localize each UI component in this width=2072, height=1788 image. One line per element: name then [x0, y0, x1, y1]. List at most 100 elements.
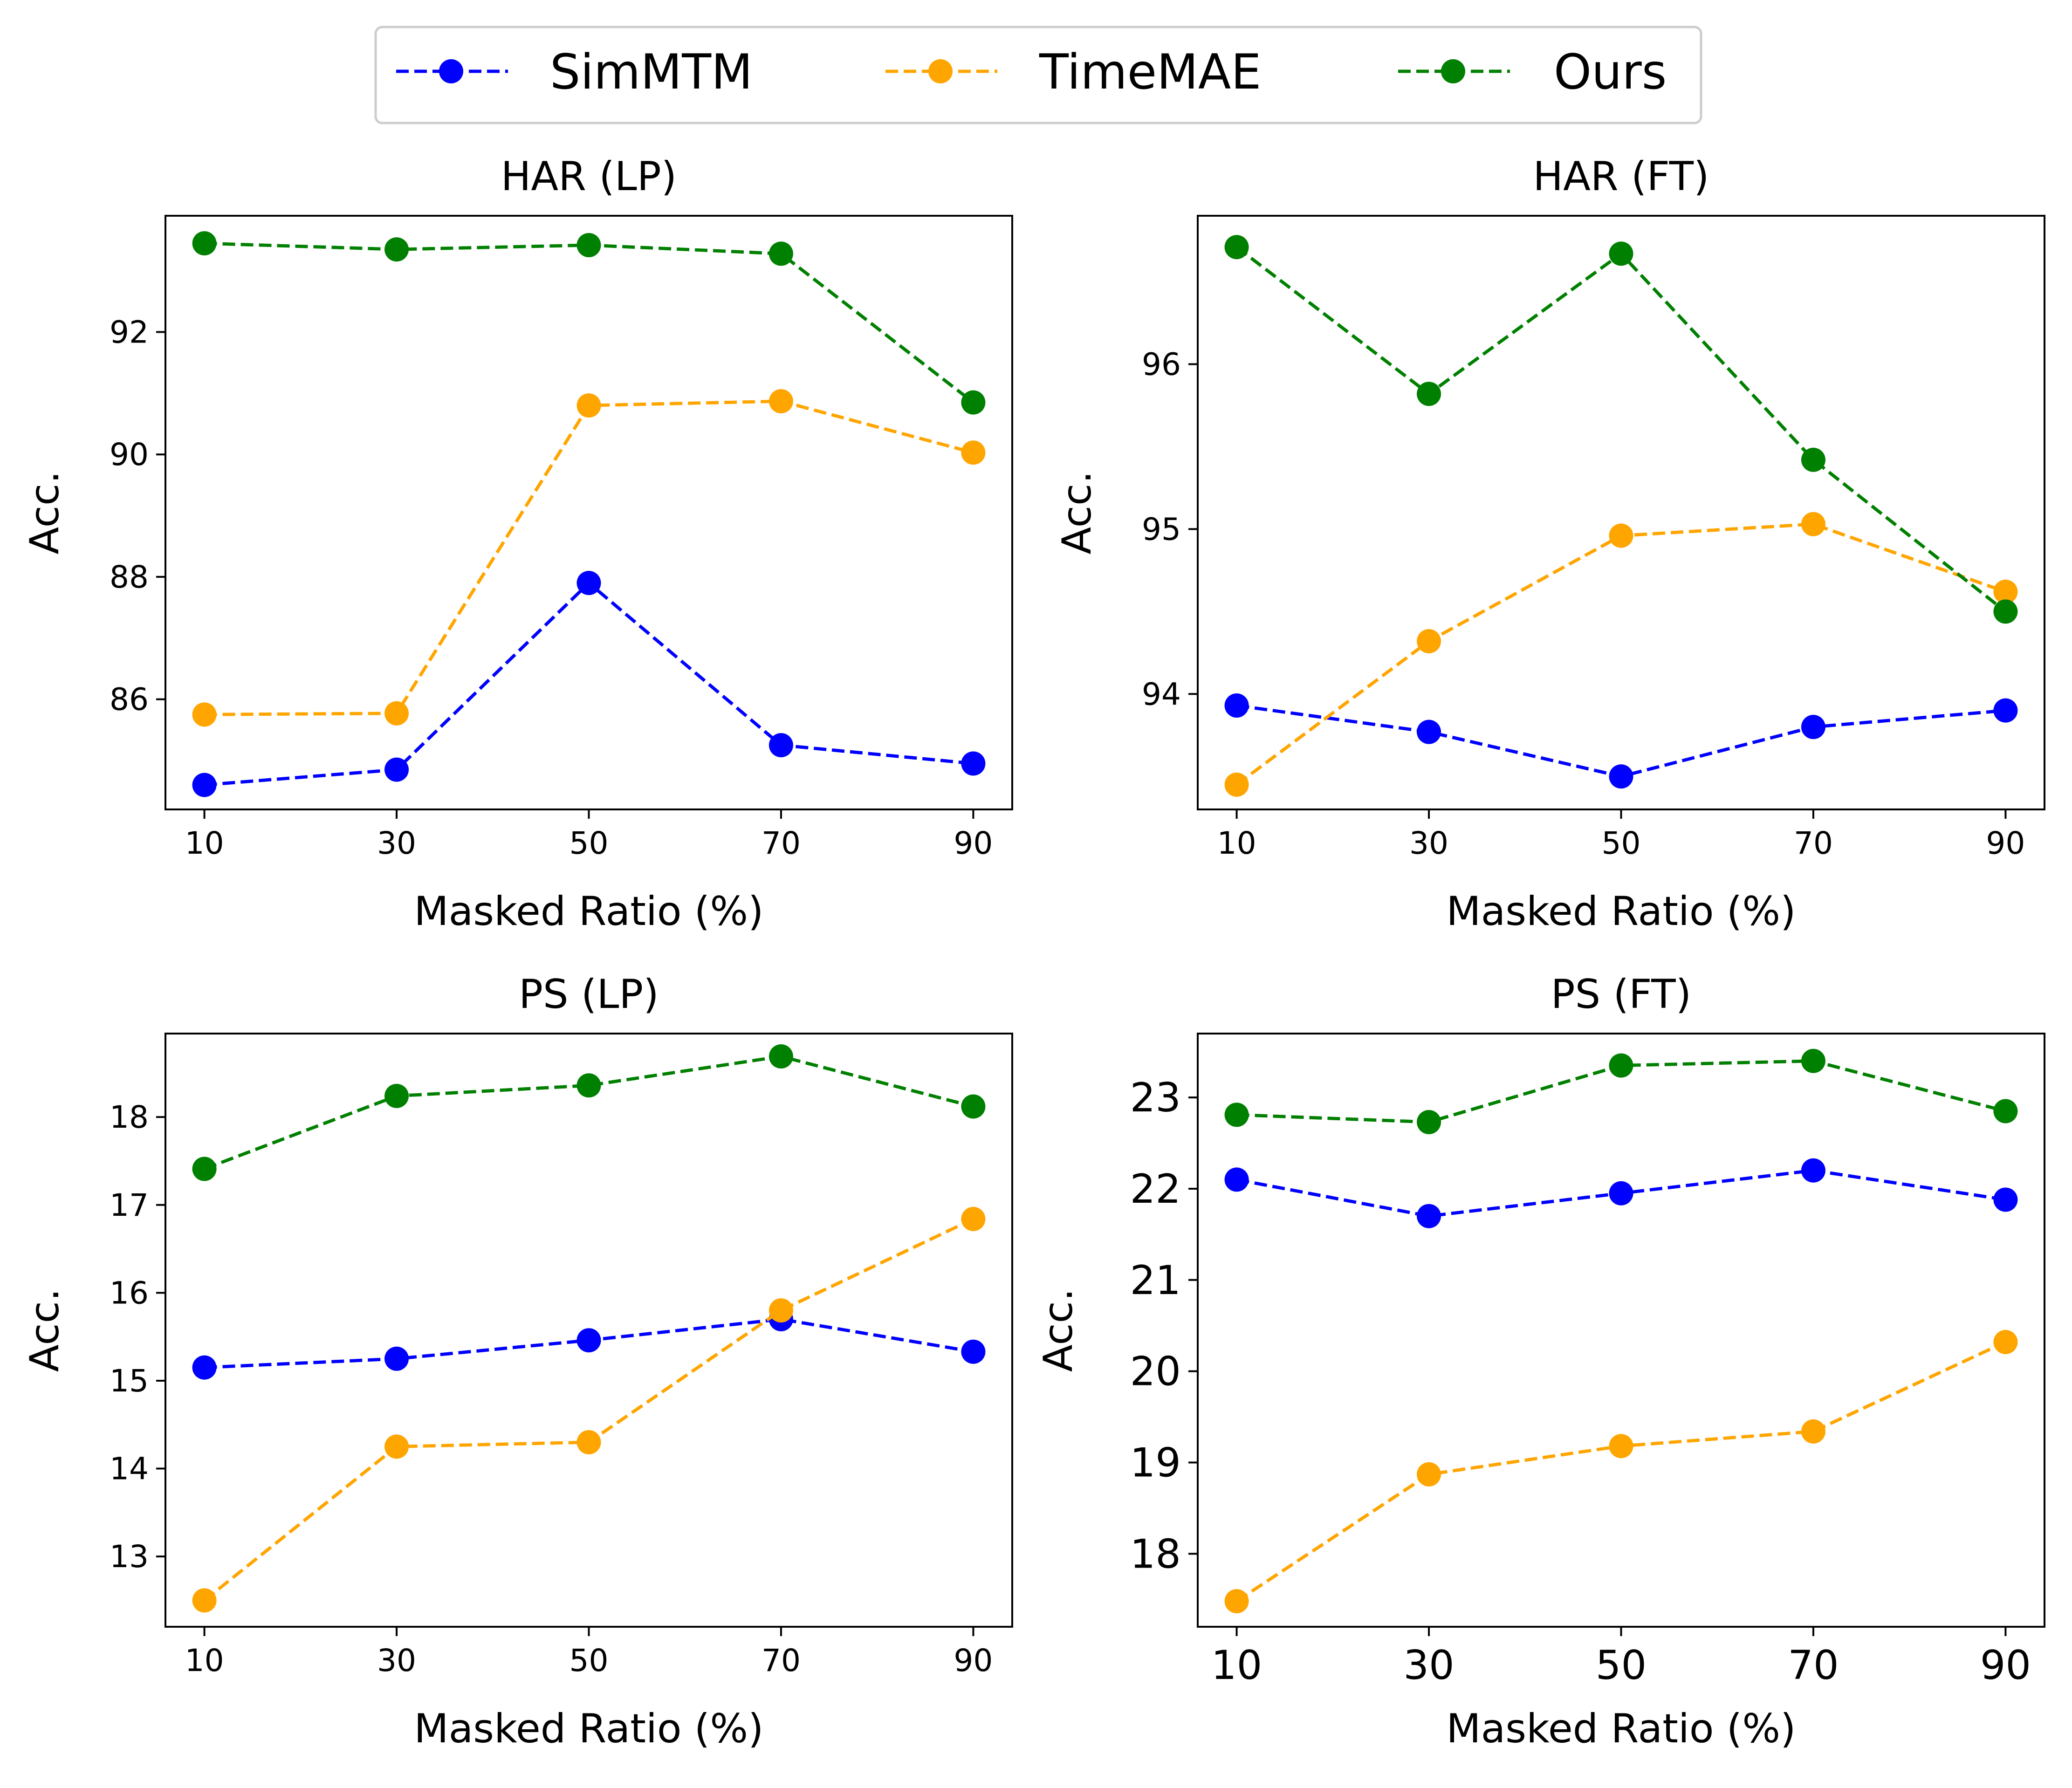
- x-tick-label: 50: [569, 825, 609, 861]
- data-point-timemae: [1224, 772, 1249, 797]
- data-point-simmtm: [192, 773, 217, 797]
- panel-title-har-lp: HAR (LP): [501, 153, 677, 200]
- legend-label-simmtm: SimMTM: [550, 44, 753, 100]
- data-point-simmtm: [1224, 693, 1249, 718]
- x-tick-label: 30: [1403, 1642, 1454, 1689]
- legend-item-simmtm: SimMTM: [396, 44, 753, 100]
- data-point-simmtm: [1224, 1167, 1249, 1192]
- data-point-ours: [768, 241, 793, 266]
- data-point-simmtm: [384, 1346, 409, 1371]
- y-axis-label: Acc.: [21, 471, 68, 554]
- legend-label-timemae: TimeMAE: [1039, 44, 1261, 100]
- legend-marker-ours: [1441, 59, 1465, 83]
- data-point-timemae: [1609, 523, 1633, 548]
- y-tick-label: 16: [110, 1275, 149, 1311]
- data-point-timemae: [1417, 629, 1441, 654]
- x-tick-label: 90: [954, 1643, 993, 1678]
- data-point-timemae: [961, 440, 986, 465]
- x-tick-label: 10: [185, 825, 224, 861]
- series-line-ours: [204, 241, 974, 404]
- y-axis-label: Acc.: [1054, 471, 1100, 554]
- data-point-ours: [1417, 382, 1441, 406]
- legend: SimMTM TimeMAE Ours: [374, 26, 1702, 124]
- data-point-timemae: [961, 1206, 986, 1231]
- legend-item-ours: Ours: [1398, 44, 1667, 100]
- data-point-simmtm: [384, 757, 409, 782]
- y-tick-label: 88: [110, 559, 149, 595]
- x-tick-label: 50: [569, 1643, 609, 1678]
- data-point-ours: [576, 1073, 601, 1098]
- data-point-simmtm: [1801, 1158, 1825, 1183]
- data-point-simmtm: [576, 571, 601, 596]
- legend-item-timemae: TimeMAE: [885, 44, 1261, 100]
- data-point-timemae: [576, 393, 601, 418]
- x-tick-label: 30: [377, 1643, 416, 1678]
- data-point-timemae: [1609, 1434, 1633, 1459]
- data-point-simmtm: [576, 1328, 601, 1353]
- y-tick-label: 20: [1130, 1349, 1181, 1395]
- x-tick-label: 50: [1602, 825, 1641, 861]
- data-point-timemae: [576, 1430, 601, 1454]
- x-tick-label: 90: [1980, 1642, 2031, 1689]
- data-point-ours: [576, 233, 601, 258]
- y-tick-label: 23: [1130, 1075, 1181, 1121]
- series-line-timemae: [1235, 1340, 2006, 1603]
- data-point-ours: [1993, 599, 2018, 624]
- y-tick-label: 95: [1142, 511, 1181, 547]
- data-point-timemae: [768, 1298, 793, 1323]
- x-tick-label: 30: [377, 825, 416, 861]
- data-point-ours: [384, 1083, 409, 1108]
- x-tick-label: 10: [1211, 1642, 1262, 1689]
- data-point-ours: [768, 1044, 793, 1069]
- series-line-simmtm: [204, 581, 974, 787]
- data-point-timemae: [384, 1434, 409, 1459]
- y-tick-label: 13: [110, 1539, 149, 1575]
- data-point-timemae: [1417, 1462, 1441, 1487]
- data-point-simmtm: [1993, 698, 2018, 723]
- x-axis-label: Masked Ratio (%): [1446, 888, 1796, 935]
- data-point-ours: [1609, 1053, 1633, 1078]
- y-tick-label: 22: [1130, 1166, 1181, 1213]
- x-axis-label: Masked Ratio (%): [414, 1706, 763, 1752]
- series-line-timemae: [204, 399, 974, 716]
- y-tick-label: 17: [110, 1187, 149, 1223]
- plot-frame-ps-ft: [1197, 1033, 2045, 1628]
- data-point-ours: [384, 237, 409, 262]
- x-tick-label: 70: [1794, 825, 1833, 861]
- panel-ps-ft: PS (FT) 10 30 50 70 90 18 19 20 21 22 23 Masked Rati…: [1035, 971, 2045, 1752]
- x-tick-label: 70: [762, 825, 801, 861]
- data-point-timemae: [1224, 1589, 1249, 1614]
- panel-har-lp: HAR (LP) 10 30 50 70 90 86 88 90 92 Masked Ratio (…: [21, 153, 1013, 935]
- data-point-ours: [961, 1094, 986, 1119]
- y-tick-label: 96: [1142, 347, 1181, 383]
- x-tick-label: 90: [954, 825, 993, 861]
- panel-title-ps-lp: PS (LP): [519, 971, 659, 1018]
- y-tick-label: 15: [110, 1363, 149, 1399]
- x-tick-label: 10: [185, 1643, 224, 1678]
- plot-frame-har-ft: [1197, 215, 2045, 810]
- panel-ps-lp: PS (LP) 10 30 50 70 90 13 14 15 16 17 18 Masked Rati…: [21, 971, 1013, 1752]
- y-tick-label: 92: [110, 315, 149, 350]
- x-tick-label: 50: [1596, 1642, 1647, 1689]
- data-point-timemae: [1993, 579, 2018, 604]
- data-point-timemae: [192, 702, 217, 727]
- legend-label-ours: Ours: [1554, 44, 1667, 100]
- data-point-ours: [1224, 235, 1249, 260]
- data-point-simmtm: [1993, 1187, 2018, 1212]
- data-point-simmtm: [961, 1339, 986, 1364]
- data-point-ours: [1417, 1110, 1441, 1134]
- x-tick-label: 90: [1986, 825, 2025, 861]
- data-point-ours: [961, 390, 986, 415]
- data-point-timemae: [192, 1588, 217, 1613]
- legend-box: [374, 26, 1702, 124]
- x-tick-label: 10: [1217, 825, 1256, 861]
- y-tick-label: 18: [1130, 1531, 1181, 1577]
- y-tick-label: 14: [110, 1451, 149, 1487]
- y-tick-label: 90: [110, 437, 149, 473]
- data-point-ours: [1993, 1099, 2018, 1123]
- panel-title-har-ft: HAR (FT): [1533, 153, 1709, 200]
- x-tick-label: 30: [1409, 825, 1448, 861]
- data-point-simmtm: [768, 733, 793, 758]
- data-point-simmtm: [1609, 1181, 1633, 1206]
